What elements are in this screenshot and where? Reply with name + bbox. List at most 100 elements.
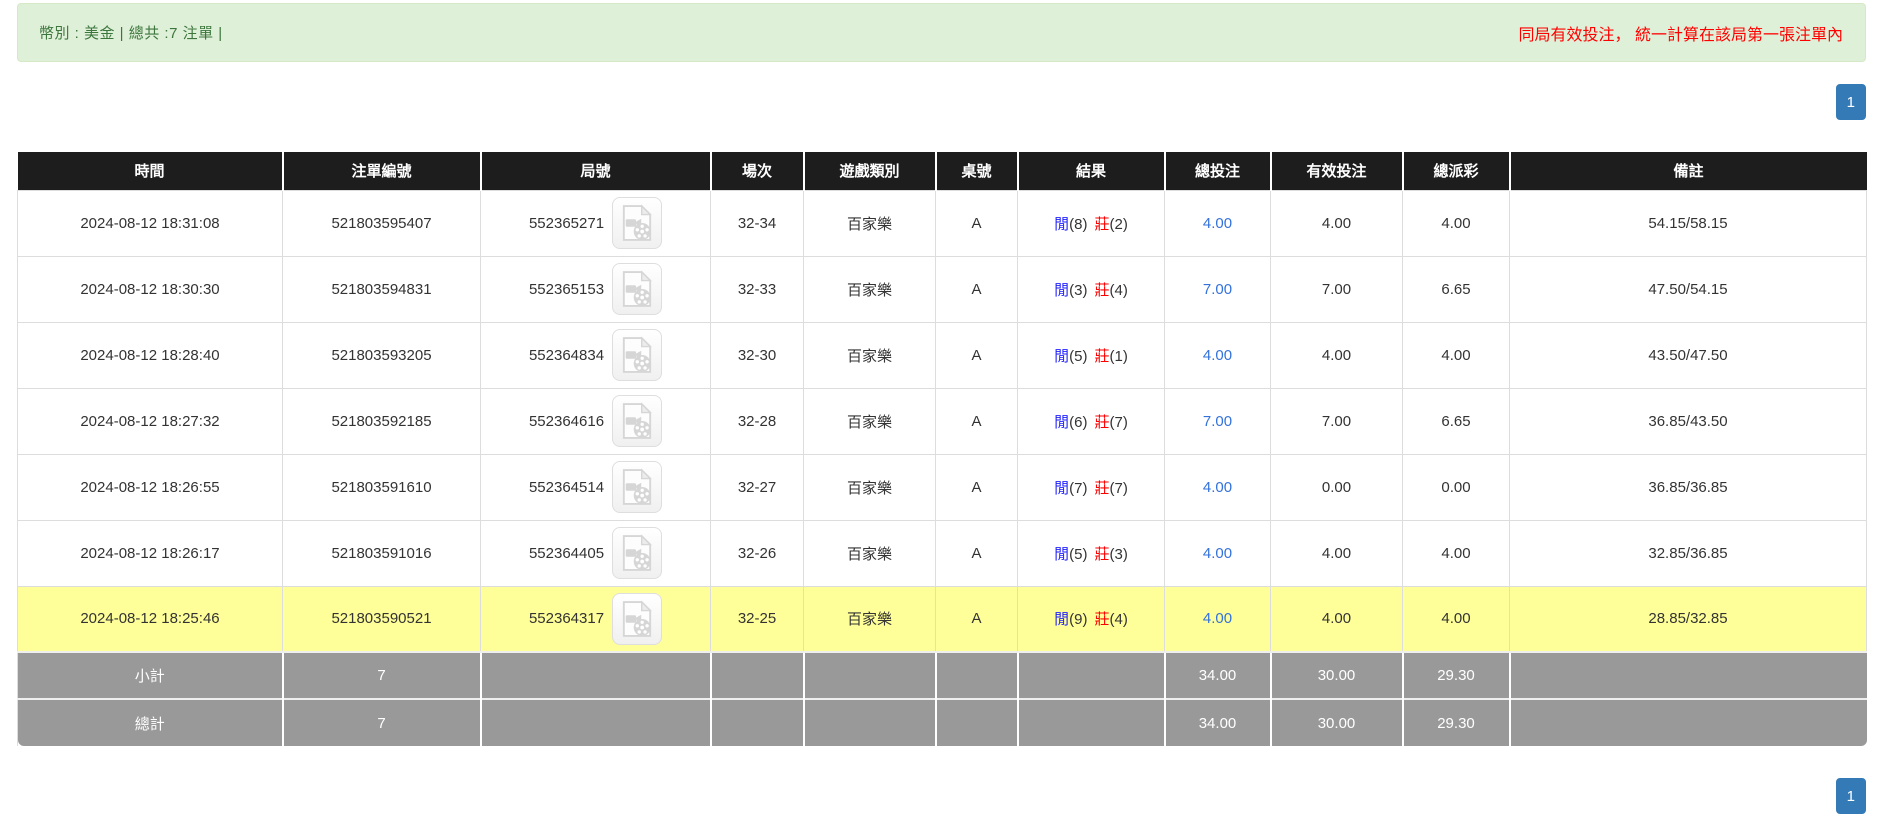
cell-bet-id: 521803592185 [282, 387, 481, 455]
pagination-top: 1 [0, 84, 1866, 120]
total-bet-link[interactable]: 7.00 [1202, 280, 1233, 298]
subtotal-empty-result [1016, 651, 1165, 699]
video-icon [622, 468, 652, 505]
cell-table-no: A [935, 387, 1018, 455]
cell-remark: 54.15/58.15 [1509, 189, 1867, 257]
total-bet-link[interactable]: 7.00 [1202, 412, 1233, 430]
video-icon [622, 402, 652, 439]
pagination-bottom: 1 [0, 778, 1866, 814]
col-header-game-type: 遊戲類別 [802, 152, 936, 190]
total-empty-remark [1508, 698, 1867, 746]
cell-round: 552364317 [480, 585, 711, 653]
replay-video-button[interactable] [612, 527, 663, 579]
total-bet-link[interactable]: 4.00 [1202, 478, 1233, 496]
subtotal-empty-remark [1508, 651, 1867, 699]
cell-time: 2024-08-12 18:26:17 [17, 519, 283, 587]
result-player-score: (5) [1069, 545, 1088, 563]
result-banker-label: 莊 [1094, 215, 1110, 233]
total-bet-link[interactable]: 4.00 [1202, 544, 1233, 562]
total-empty-round [479, 698, 711, 746]
cell-result: 閒(5) 莊(1) [1017, 321, 1165, 389]
col-header-valid-bet: 有效投注 [1269, 152, 1403, 190]
result-player-label: 閒 [1054, 611, 1070, 629]
subtotal-empty-round [479, 651, 711, 699]
cell-game-type: 百家樂 [803, 255, 936, 323]
bet-records-table: 時間 注單編號 局號 場次 遊戲類別 桌號 結果 總投注 有效投注 總派彩 備註… [17, 152, 1867, 746]
replay-video-button[interactable] [612, 263, 663, 315]
cell-result: 閒(8) 莊(2) [1017, 189, 1165, 257]
page-button-1-bottom[interactable]: 1 [1835, 778, 1866, 814]
total-count: 7 [281, 698, 481, 746]
cell-table-no: A [935, 519, 1018, 587]
cell-remark: 32.85/36.85 [1509, 519, 1867, 587]
subtotal-count: 7 [281, 651, 481, 699]
result-banker-label: 莊 [1094, 611, 1110, 629]
cell-total-bet: 7.00 [1164, 255, 1271, 323]
cell-time: 2024-08-12 18:31:08 [17, 189, 283, 257]
cell-total-bet: 4.00 [1164, 453, 1271, 521]
result-player-score: (9) [1069, 611, 1088, 629]
col-header-payout: 總派彩 [1401, 152, 1510, 190]
table-row: 2024-08-12 18:28:40 521803593205 552364834… [17, 321, 1867, 389]
col-header-result: 結果 [1016, 152, 1165, 190]
cell-bet-id: 521803593205 [282, 321, 481, 389]
total-valid-bet: 30.00 [1269, 698, 1403, 746]
summary-bar: 幣別 : 美金 | 總共 :7 注單 | 同局有效投注， 統一計算在該局第一張注… [17, 3, 1866, 62]
replay-video-button[interactable] [612, 329, 663, 381]
round-id: 552364616 [528, 412, 605, 430]
page-button-1[interactable]: 1 [1835, 84, 1866, 120]
cell-remark: 36.85/43.50 [1509, 387, 1867, 455]
cell-bet-id: 521803591610 [282, 453, 481, 521]
cell-session: 32-34 [710, 189, 804, 257]
cell-remark: 28.85/32.85 [1509, 585, 1867, 653]
replay-video-button[interactable] [612, 592, 663, 645]
result-banker-score: (2) [1109, 215, 1128, 233]
video-icon [622, 336, 652, 373]
subtotal-label: 小計 [17, 651, 283, 699]
result-banker-label: 莊 [1094, 281, 1110, 299]
round-id: 552364317 [528, 610, 605, 628]
cell-game-type: 百家樂 [803, 585, 936, 653]
subtotal-total-bet: 34.00 [1163, 651, 1271, 699]
total-bet-link[interactable]: 4.00 [1202, 346, 1233, 364]
result-banker-score: (3) [1109, 545, 1128, 563]
result-banker-score: (7) [1109, 479, 1128, 497]
video-icon [622, 270, 652, 307]
table-row: 2024-08-12 18:26:17 521803591016 552364405… [17, 519, 1867, 587]
result-player-label: 閒 [1054, 347, 1070, 365]
total-bet-link[interactable]: 4.00 [1202, 214, 1233, 232]
cell-session: 32-30 [710, 321, 804, 389]
total-bet-link[interactable]: 4.00 [1202, 610, 1233, 628]
subtotal-empty-game-type [802, 651, 936, 699]
round-wrap: 552364834 [529, 329, 663, 381]
cell-total-bet: 4.00 [1164, 189, 1271, 257]
round-id: 552364405 [528, 544, 605, 562]
cell-payout: 0.00 [1402, 453, 1510, 521]
cell-total-bet: 4.00 [1164, 585, 1271, 653]
cell-total-bet: 4.00 [1164, 519, 1271, 587]
cell-remark: 47.50/54.15 [1509, 255, 1867, 323]
table-body: 2024-08-12 18:31:08 521803595407 552365271… [17, 189, 1867, 653]
result-player-score: (5) [1069, 347, 1088, 365]
result-player-label: 閒 [1054, 479, 1070, 497]
cell-remark: 36.85/36.85 [1509, 453, 1867, 521]
replay-video-button[interactable] [612, 197, 663, 249]
cell-payout: 6.65 [1402, 255, 1510, 323]
cell-bet-id: 521803590521 [282, 585, 481, 653]
cell-session: 32-33 [710, 255, 804, 323]
result-player-label: 閒 [1054, 215, 1070, 233]
cell-time: 2024-08-12 18:25:46 [17, 585, 283, 653]
cell-remark: 43.50/47.50 [1509, 321, 1867, 389]
cell-time: 2024-08-12 18:28:40 [17, 321, 283, 389]
cell-payout: 4.00 [1402, 321, 1510, 389]
video-icon [622, 534, 652, 571]
cell-round: 552364616 [480, 387, 711, 455]
total-total-bet: 34.00 [1163, 698, 1271, 746]
cell-table-no: A [935, 189, 1018, 257]
cell-table-no: A [935, 255, 1018, 323]
replay-video-button[interactable] [612, 461, 663, 513]
cell-payout: 4.00 [1402, 519, 1510, 587]
replay-video-button[interactable] [612, 395, 663, 447]
cell-valid-bet: 4.00 [1270, 519, 1403, 587]
total-payout: 29.30 [1401, 698, 1510, 746]
